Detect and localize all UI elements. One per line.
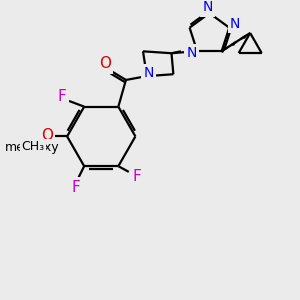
Text: N: N bbox=[202, 0, 213, 14]
Text: N: N bbox=[143, 66, 154, 80]
Text: N: N bbox=[186, 46, 197, 60]
Text: N: N bbox=[230, 17, 240, 31]
Text: F: F bbox=[71, 180, 80, 195]
Text: O: O bbox=[99, 56, 111, 71]
Text: O: O bbox=[41, 128, 53, 143]
Text: F: F bbox=[58, 89, 67, 104]
Text: methoxy: methoxy bbox=[5, 141, 59, 154]
Text: CH₃: CH₃ bbox=[21, 140, 44, 153]
Text: F: F bbox=[133, 169, 142, 184]
